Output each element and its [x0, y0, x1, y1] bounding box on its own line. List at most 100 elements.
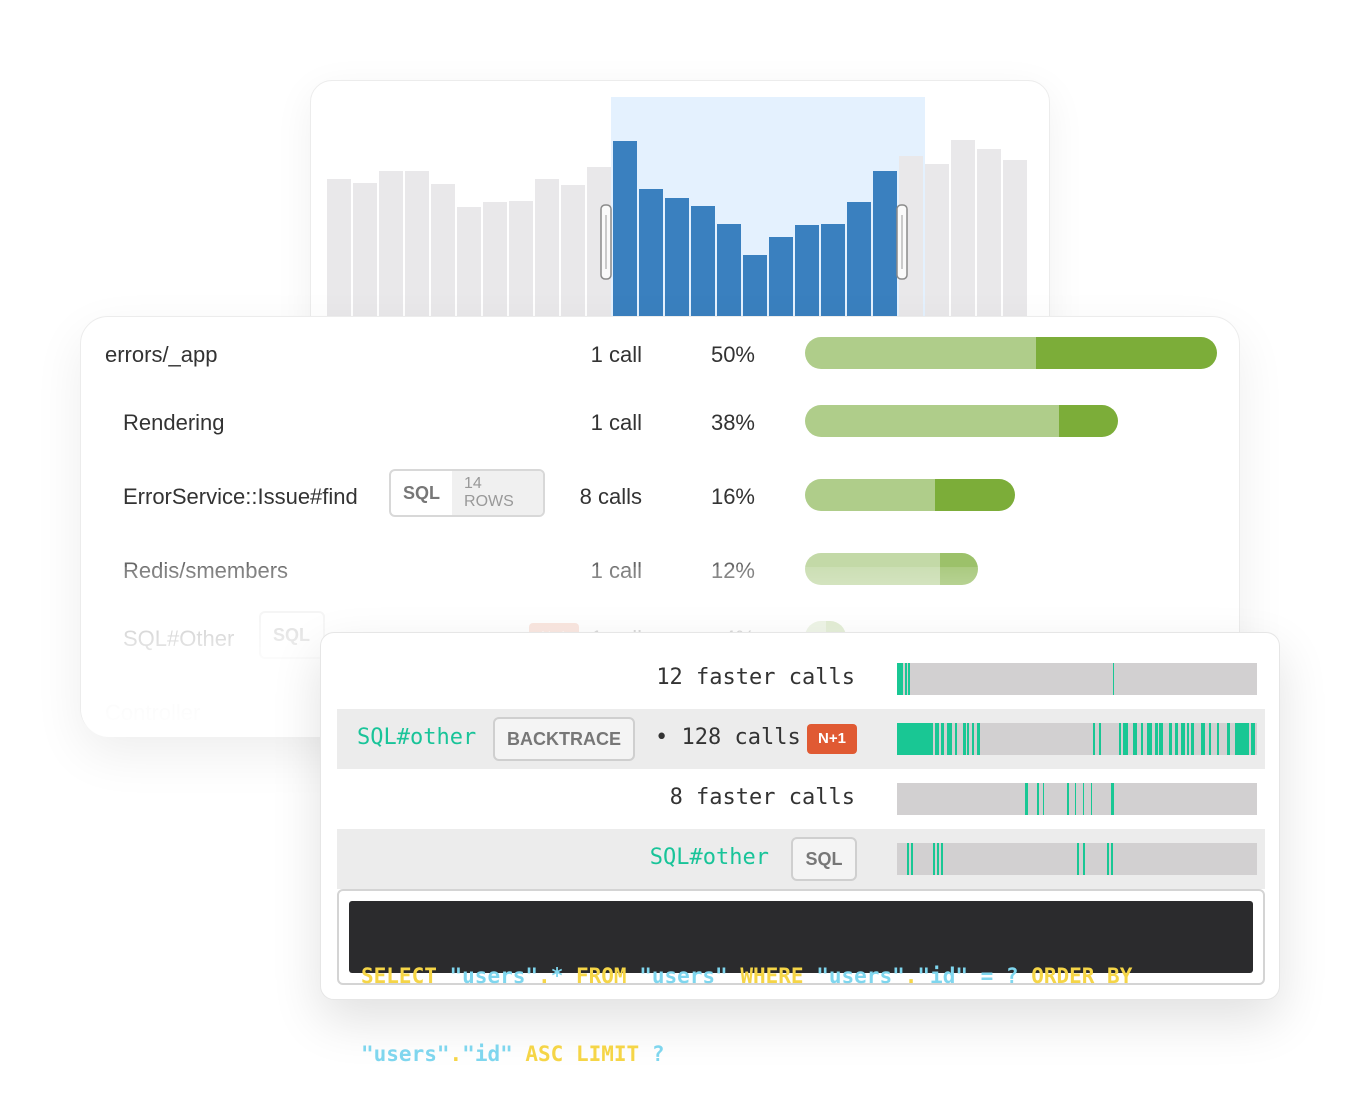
call-tick [947, 723, 952, 755]
range-handle[interactable] [896, 204, 908, 280]
call-tick [1119, 723, 1121, 755]
histogram-bar [925, 164, 949, 317]
call-tick [1043, 783, 1044, 815]
histogram-bar [483, 202, 507, 317]
call-tick [1155, 723, 1158, 755]
call-tick [1227, 723, 1230, 755]
breakdown-row[interactable]: ErrorService::Issue#find SQL 14 ROWS 8 c… [81, 469, 1239, 517]
row-percent: 50% [710, 342, 755, 367]
call-tick [1235, 723, 1249, 755]
sql-query-code: SELECT "users".* FROM "users" WHERE "use… [349, 901, 1253, 1066]
histogram-bar [847, 202, 871, 317]
histogram-bar [535, 179, 559, 317]
histogram-bar [951, 140, 975, 317]
sql-tag: SQL [403, 482, 441, 503]
trace-row[interactable]: 8 faster calls [337, 769, 1265, 829]
histogram-bar [769, 237, 793, 317]
row-calls: 1 call [590, 558, 642, 583]
rows-tag: 14 ROWS [452, 471, 543, 515]
row-name: Rendering [123, 410, 225, 435]
call-tick [963, 723, 966, 755]
call-tick [1123, 723, 1128, 755]
sql-token: "id" [917, 964, 968, 988]
histogram-bar [353, 183, 377, 317]
histogram-bar [457, 207, 481, 317]
call-tick [1133, 723, 1137, 755]
call-tick [1083, 783, 1084, 815]
histogram-bar [405, 171, 429, 317]
histogram-bar [379, 171, 403, 317]
bar-self-segment [805, 337, 1036, 369]
trace-row[interactable]: 12 faster calls [337, 649, 1265, 709]
breakdown-row[interactable]: Redis/smembers 1 call 12% [81, 551, 1239, 591]
sql-token: ASC LIMIT [512, 1042, 652, 1066]
call-tick [1209, 723, 1211, 755]
call-tick [1159, 723, 1163, 755]
breakdown-row[interactable]: Rendering 1 call 38% [81, 403, 1239, 443]
sql-button[interactable]: SQL [791, 837, 857, 881]
sql-token: ? [651, 1042, 665, 1066]
histogram-chart[interactable] [311, 81, 1051, 381]
sql-token: * [550, 964, 564, 988]
call-tick [911, 843, 913, 875]
call-tick [1141, 723, 1143, 755]
histogram-bar [873, 171, 897, 317]
call-tick [1091, 783, 1092, 815]
trace-card: 12 faster calls SQL#other BACKTRACE • 12… [320, 632, 1280, 1066]
trace-label: SQL#other [357, 725, 477, 750]
call-tick [1111, 783, 1114, 815]
histogram-bar [977, 149, 1001, 317]
trace-row[interactable]: SQL#other BACKTRACE • 128 calls N+1 [337, 709, 1265, 769]
sql-rows-tag[interactable]: SQL 14 ROWS [389, 469, 545, 517]
call-tick [1067, 783, 1069, 815]
bar-total-segment [1036, 337, 1217, 369]
histogram-bar [639, 189, 663, 317]
time-bar [805, 337, 1217, 369]
call-tick [941, 843, 943, 875]
bar-total-segment [935, 479, 1015, 511]
sql-token: SELECT [361, 964, 450, 988]
row-percent: 16% [710, 484, 755, 509]
row-percent: 12% [710, 558, 755, 583]
row-calls: 1 call [590, 410, 642, 435]
call-tick [1093, 723, 1095, 755]
sql-token: WHERE [727, 964, 817, 988]
call-tick [972, 723, 974, 755]
sql-token: "users" [639, 964, 728, 988]
sql-query-box: SELECT "users".* FROM "users" WHERE "use… [337, 889, 1265, 1066]
call-tick [1075, 783, 1076, 815]
sql-line: "users"."id" ASC LIMIT ? [361, 1041, 1241, 1067]
call-tick [1113, 663, 1114, 695]
histogram-bar [717, 224, 741, 317]
histogram-bar [821, 224, 845, 317]
histogram-bar [743, 255, 767, 317]
sql-tag: SQL [273, 624, 311, 645]
histogram-bar [613, 141, 637, 317]
time-bar [805, 405, 1118, 437]
call-tick [937, 843, 939, 875]
call-tick [1083, 843, 1085, 875]
backtrace-button[interactable]: BACKTRACE [493, 717, 635, 761]
call-tick [941, 723, 944, 755]
row-name: SQL#Other [123, 626, 235, 651]
histogram-bar [327, 179, 351, 317]
sql-tag-box[interactable]: SQL [259, 611, 325, 659]
trace-label: 12 faster calls [656, 665, 855, 690]
call-timeline [897, 843, 1257, 875]
histogram-bar [691, 206, 715, 317]
sql-token: . [538, 964, 551, 988]
call-tick [908, 663, 910, 695]
sql-token: . [904, 964, 918, 988]
call-tick [897, 723, 933, 755]
row-name: Controller [105, 700, 201, 725]
call-tick [1181, 723, 1185, 755]
call-tick [1201, 723, 1205, 755]
sql-token: "users" [816, 964, 905, 988]
histogram-bar [1003, 160, 1027, 317]
trace-row[interactable]: SQL#other SQL [337, 829, 1265, 889]
selection-range[interactable] [611, 97, 925, 317]
trace-label: SQL#other [649, 845, 769, 870]
breakdown-row[interactable]: errors/_app 1 call 50% [81, 335, 1239, 375]
range-handle[interactable] [600, 204, 612, 280]
bar-self-segment [805, 553, 940, 585]
